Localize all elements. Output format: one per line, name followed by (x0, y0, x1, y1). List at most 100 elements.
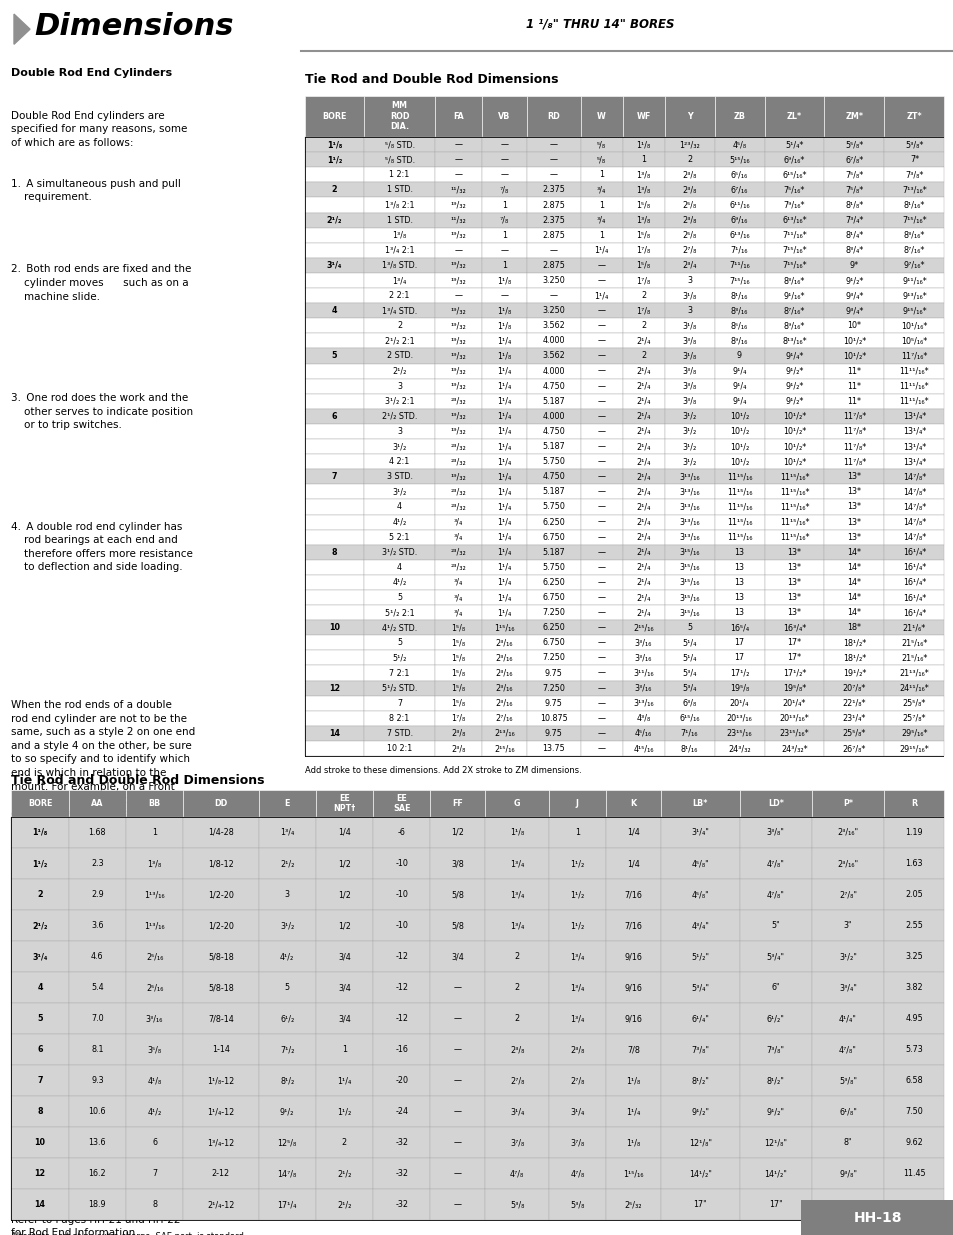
Bar (485, 1097, 548, 1128)
Bar (883, 348, 943, 363)
Bar (305, 559, 363, 576)
Bar (739, 1158, 811, 1189)
Bar (258, 1158, 315, 1189)
Text: 7⁵/₈*: 7⁵/₈* (844, 170, 862, 179)
Text: —: — (454, 1045, 461, 1055)
Text: —: — (549, 140, 558, 149)
Bar (823, 273, 883, 288)
Text: 7¹/₁₆: 7¹/₁₆ (730, 246, 747, 254)
Text: 3. One rod does the work and the
    other serves to indicate position
    or to: 3. One rod does the work and the other s… (11, 393, 193, 430)
Text: ³/₄: ³/₄ (454, 578, 463, 587)
Text: 13: 13 (734, 563, 743, 572)
Text: 13*: 13* (786, 608, 801, 618)
Bar (527, 273, 580, 288)
Text: 2¹/₄: 2¹/₄ (636, 336, 650, 346)
Text: 14*: 14* (846, 593, 861, 601)
Bar (714, 394, 763, 409)
Bar (11, 879, 69, 910)
Text: 1¹/₈: 1¹/₈ (327, 140, 342, 149)
Text: 8": 8" (842, 1139, 851, 1147)
Bar (714, 666, 763, 680)
Bar (481, 515, 527, 530)
Text: —: — (454, 1076, 461, 1086)
Text: 1: 1 (598, 170, 603, 179)
Bar (605, 1066, 660, 1097)
Bar (883, 559, 943, 576)
Text: 6⁹/₁₆*: 6⁹/₁₆* (783, 156, 804, 164)
Bar (739, 818, 811, 848)
Text: 11⁷/₈*: 11⁷/₈* (841, 457, 865, 466)
Text: 1: 1 (501, 261, 507, 270)
Bar (373, 1003, 430, 1034)
Text: -20: -20 (395, 1076, 408, 1086)
Bar (580, 379, 622, 394)
Text: 5: 5 (686, 624, 691, 632)
Bar (622, 559, 664, 576)
Text: BORE: BORE (28, 799, 52, 808)
Bar (664, 499, 714, 515)
Bar (126, 818, 183, 848)
Bar (580, 741, 622, 756)
Bar (622, 363, 664, 379)
Text: 3¹/₂: 3¹/₂ (392, 488, 406, 496)
Text: 2¹/₂: 2¹/₂ (336, 1170, 352, 1178)
Text: 6.250: 6.250 (542, 578, 565, 587)
Text: 8³/₁₆*: 8³/₁₆* (783, 275, 804, 285)
Text: 3¹³/₁₆: 3¹³/₁₆ (679, 488, 700, 496)
Text: 3¹⁵/₁₆: 3¹⁵/₁₆ (679, 608, 700, 618)
Text: 3": 3" (842, 921, 851, 930)
Bar (485, 790, 548, 818)
Bar (763, 726, 823, 741)
Text: 5⁵/₈*: 5⁵/₈* (844, 140, 862, 149)
Text: 4⁷/₈": 4⁷/₈" (766, 890, 784, 899)
Bar (258, 1189, 315, 1220)
Text: 10.6: 10.6 (89, 1108, 106, 1116)
Text: 14⁷/₈: 14⁷/₈ (277, 1170, 296, 1178)
Bar (363, 499, 435, 515)
Bar (823, 741, 883, 756)
Bar (605, 790, 660, 818)
Bar (527, 620, 580, 635)
Text: —: — (597, 517, 605, 526)
Text: 16¹/₄*: 16¹/₄* (902, 608, 925, 618)
Text: When the rod ends of a double
rod end cylinder are not to be the
same, such as a: When the rod ends of a double rod end cy… (11, 700, 195, 846)
Text: ¹⁹/₃₂: ¹⁹/₃₂ (450, 200, 466, 210)
Bar (481, 680, 527, 695)
Bar (823, 394, 883, 409)
Bar (823, 651, 883, 666)
Bar (435, 576, 481, 590)
Bar (622, 137, 664, 152)
Bar (580, 695, 622, 711)
Text: 8 2:1: 8 2:1 (389, 714, 409, 722)
Bar (811, 1034, 883, 1066)
Text: 2¹/₄: 2¹/₄ (636, 532, 650, 542)
Text: —: — (597, 488, 605, 496)
Text: 3¹³/₁₆: 3¹³/₁₆ (633, 699, 653, 708)
Bar (580, 726, 622, 741)
Bar (435, 635, 481, 651)
Text: ⁷/₈: ⁷/₈ (499, 216, 509, 225)
Bar (435, 726, 481, 741)
Bar (305, 576, 363, 590)
Bar (430, 1003, 485, 1034)
Bar (435, 484, 481, 499)
Bar (664, 605, 714, 620)
Bar (622, 605, 664, 620)
Text: 17¹/₄: 17¹/₄ (277, 1200, 296, 1209)
Text: 5.750: 5.750 (542, 457, 565, 466)
Text: R: R (910, 799, 917, 808)
Text: 6¹¹/₁₆: 6¹¹/₁₆ (728, 200, 749, 210)
Bar (527, 95, 580, 137)
Bar (660, 818, 739, 848)
Bar (430, 1189, 485, 1220)
Text: 5.187: 5.187 (542, 442, 565, 451)
Bar (363, 605, 435, 620)
Bar (363, 363, 435, 379)
Bar (763, 635, 823, 651)
Text: 8⁹/₁₆*: 8⁹/₁₆* (783, 321, 804, 330)
Text: 4.750: 4.750 (542, 472, 565, 482)
Bar (622, 620, 664, 635)
Bar (763, 590, 823, 605)
Text: 7³/₈": 7³/₈" (766, 1045, 784, 1055)
Bar (481, 576, 527, 590)
